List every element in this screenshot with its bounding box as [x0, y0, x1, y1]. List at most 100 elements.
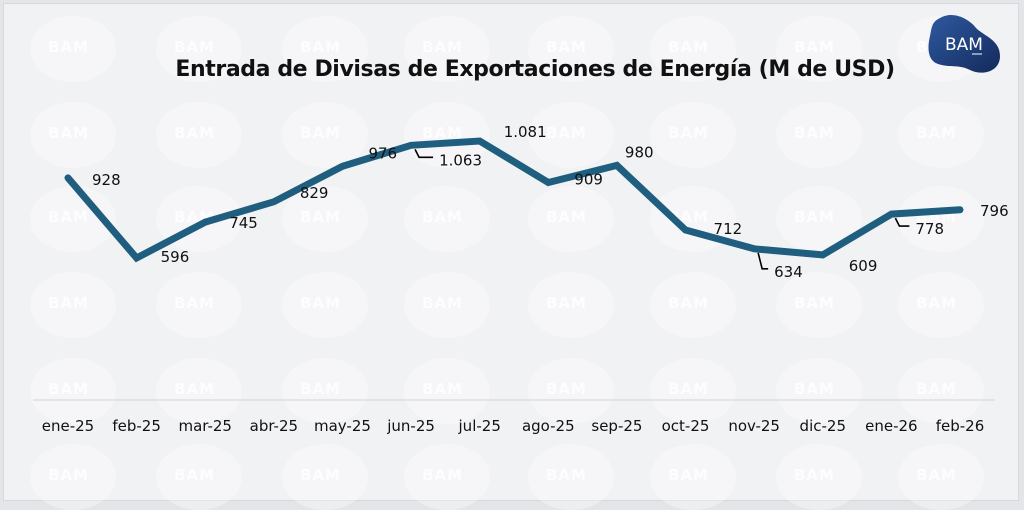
data-label: 778: [915, 220, 944, 238]
watermark: BAM: [546, 380, 587, 398]
data-label: 928: [92, 171, 121, 189]
watermark-circle: [898, 186, 984, 252]
watermark: BAM: [422, 294, 463, 312]
watermark-circle: [898, 102, 984, 168]
bam-logo: BAM: [926, 14, 1002, 76]
watermark-circle: [650, 102, 736, 168]
watermark-circle: [776, 358, 862, 424]
x-tick-label: jun-25: [386, 417, 435, 435]
watermark: BAM: [174, 466, 215, 484]
watermark: BAM: [300, 294, 341, 312]
watermark-circle: [282, 102, 368, 168]
data-point: [65, 174, 71, 181]
watermark: BAM: [668, 466, 709, 484]
watermark-circle: [404, 444, 490, 510]
watermark-circle: [528, 102, 614, 168]
watermark: BAM: [668, 124, 709, 142]
watermark: BAM: [422, 38, 463, 56]
watermark-circle: [404, 358, 490, 424]
data-label: 609: [849, 257, 878, 275]
watermark: BAM: [422, 208, 463, 226]
watermark-circle: [30, 358, 116, 424]
watermark-circle: [776, 272, 862, 338]
watermark-circle: [156, 444, 242, 510]
watermark: BAM: [916, 466, 957, 484]
watermark-circle: [156, 16, 242, 82]
watermark: BAM: [794, 380, 835, 398]
watermark-circle: [528, 16, 614, 82]
watermark-circle: [30, 272, 116, 338]
x-tick-label: nov-25: [728, 417, 780, 435]
watermark: BAM: [48, 124, 89, 142]
data-point: [751, 245, 758, 252]
x-tick-label: ene-25: [42, 417, 94, 435]
leader-line: [757, 252, 769, 270]
watermark: BAM: [916, 380, 957, 398]
watermark-circle: [404, 186, 490, 252]
data-label: 976: [368, 144, 397, 162]
x-tick-label: sep-25: [591, 417, 642, 435]
watermark-circle: [282, 186, 368, 252]
watermark-circle: [650, 272, 736, 338]
watermark-circle: [282, 358, 368, 424]
data-point: [957, 206, 963, 213]
watermark: BAM: [916, 124, 957, 142]
watermark-circle: [30, 16, 116, 82]
x-tick-label: ago-25: [522, 417, 575, 435]
watermark: BAM: [794, 38, 835, 56]
data-label: 796: [980, 202, 1009, 220]
leader-line: [894, 217, 910, 227]
watermark: BAM: [916, 294, 957, 312]
watermark-circle: [528, 358, 614, 424]
data-label: 909: [574, 170, 603, 188]
data-point: [202, 219, 209, 226]
watermark-circle: [156, 358, 242, 424]
watermark: BAM: [668, 380, 709, 398]
watermark-circle: [898, 272, 984, 338]
watermark: BAM: [422, 124, 463, 142]
watermark-circle: [528, 444, 614, 510]
watermark: BAM: [48, 38, 89, 56]
data-point: [476, 138, 483, 144]
data-point: [408, 142, 415, 149]
x-tick-label: feb-25: [112, 417, 161, 435]
watermark-circle: [30, 102, 116, 168]
data-label: 712: [714, 220, 743, 238]
watermark: BAM: [546, 124, 587, 142]
x-tick-label: ene-26: [865, 417, 917, 435]
watermark: BAM: [174, 294, 215, 312]
watermark: BAM: [546, 208, 587, 226]
watermark-circle: [898, 444, 984, 510]
data-point: [682, 227, 689, 234]
data-label: 745: [229, 214, 258, 232]
x-tick-label: dic-25: [800, 417, 846, 435]
watermark: BAM: [794, 466, 835, 484]
x-tick-label: abr-25: [250, 417, 298, 435]
watermark: BAM: [546, 38, 587, 56]
watermark-circle: [776, 102, 862, 168]
data-label: 596: [161, 248, 190, 266]
data-point: [339, 163, 346, 170]
x-tick-label: oct-25: [662, 417, 710, 435]
watermark-circle: [650, 358, 736, 424]
watermark-circle: [650, 16, 736, 82]
watermark: BAM: [668, 294, 709, 312]
data-labels: 928 596 745 829 976 1.063 1.081 909 980 712 634 609…: [65, 123, 1009, 281]
watermark-circle: [404, 272, 490, 338]
data-point: [270, 198, 277, 205]
watermark: BAM: [794, 294, 835, 312]
watermark-circle: [156, 272, 242, 338]
x-tick-label: may-25: [314, 417, 371, 435]
watermark: BAM: [300, 124, 341, 142]
watermark-circle: [650, 444, 736, 510]
watermark-circle: [156, 102, 242, 168]
watermark: BAM: [48, 294, 89, 312]
watermark: BAM: [300, 466, 341, 484]
watermark: BAM: [174, 124, 215, 142]
watermark: BAM: [174, 38, 215, 56]
watermark: BAM: [546, 294, 587, 312]
watermark-circle: [282, 272, 368, 338]
watermark: BAM: [48, 208, 89, 226]
data-label: 980: [625, 143, 654, 161]
